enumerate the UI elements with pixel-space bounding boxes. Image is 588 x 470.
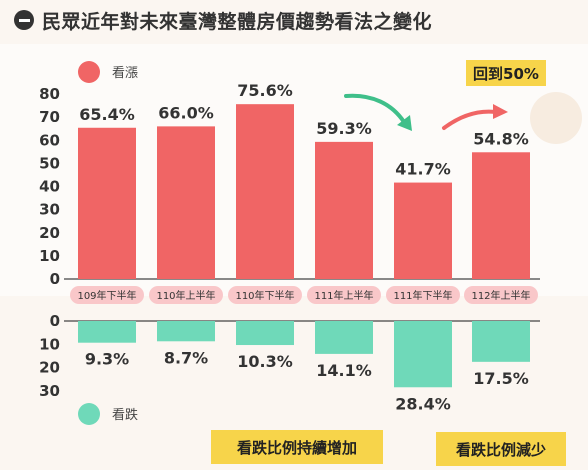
category-pill [386,286,460,304]
trend-down-arrow [344,93,406,124]
upper-y-tick: 80 [39,85,60,103]
up-bar [236,104,294,279]
category-pill [228,286,302,304]
upper-y-tick: 70 [39,108,60,126]
down-bar [315,321,373,354]
category-label: 111年上半年 [314,289,373,302]
up-bar [315,141,373,279]
legend-down-swatch [78,403,100,425]
minus-icon [14,10,34,30]
up-value-label: 65.4% [79,105,135,124]
callout-rebound: 回到50% [473,65,539,83]
upper-y-tick: 0 [50,270,60,288]
callout-down-decrease: 看跌比例減少 [456,441,546,459]
down-bar [78,321,136,343]
up-bar [472,152,530,279]
category-label: 112年上半年 [471,289,530,302]
down-bar [472,321,530,362]
category-label: 109年下半年 [77,289,136,302]
down-value-label: 17.5% [473,369,529,388]
callout-down-increase: 看跌比例持續增加 [237,439,357,457]
trend-up-arrow-head [493,104,508,119]
category-label: 110年下半年 [235,289,294,302]
category-pill [70,286,144,304]
upper-y-tick: 40 [39,178,60,196]
down-value-label: 10.3% [237,352,293,371]
up-bar [157,126,215,279]
category-pill [464,286,538,304]
lower-y-tick: 10 [39,335,60,353]
upper-y-tick: 30 [39,201,60,219]
category-label: 110年上半年 [156,289,215,302]
category-pill [307,286,381,304]
upper-y-tick: 20 [39,224,60,242]
legend-up-label: 看漲 [112,65,138,81]
upper-y-tick: 60 [39,131,60,149]
up-bar [78,127,136,279]
chart-title-row: 民眾近年對未來臺灣整體房價趨勢看法之變化 [14,5,432,35]
down-bar [236,321,294,346]
lower-y-tick: 30 [39,382,60,400]
chart-title: 民眾近年對未來臺灣整體房價趨勢看法之變化 [42,10,433,33]
category-pill [149,286,223,304]
down-value-label: 28.4% [395,394,451,413]
legend-up-swatch [78,61,100,83]
legend-down-label: 看跌 [112,407,138,423]
down-value-label: 14.1% [316,361,372,380]
upper-y-tick: 50 [39,154,60,172]
trend-down-arrow-head [397,115,412,131]
up-value-label: 54.8% [473,129,529,148]
callout-down-increase-box [211,430,383,464]
up-value-label: 66.0% [158,103,214,122]
down-bar [157,321,215,342]
category-label: 111年下半年 [393,289,452,302]
decor-circle [530,92,582,144]
up-value-label: 59.3% [316,119,372,138]
trend-up-arrow [442,109,498,130]
up-value-label: 41.7% [395,160,451,179]
down-bar [394,321,452,388]
up-value-label: 75.6% [237,81,293,100]
lower-y-tick: 0 [50,312,60,330]
upper-y-tick: 10 [39,247,60,265]
lower-y-tick: 20 [39,359,60,377]
callout-down-decrease-box [436,432,566,466]
up-bar [394,182,452,279]
callout-rebound-box [466,60,546,86]
down-value-label: 8.7% [164,348,208,367]
down-value-label: 9.3% [85,350,129,369]
